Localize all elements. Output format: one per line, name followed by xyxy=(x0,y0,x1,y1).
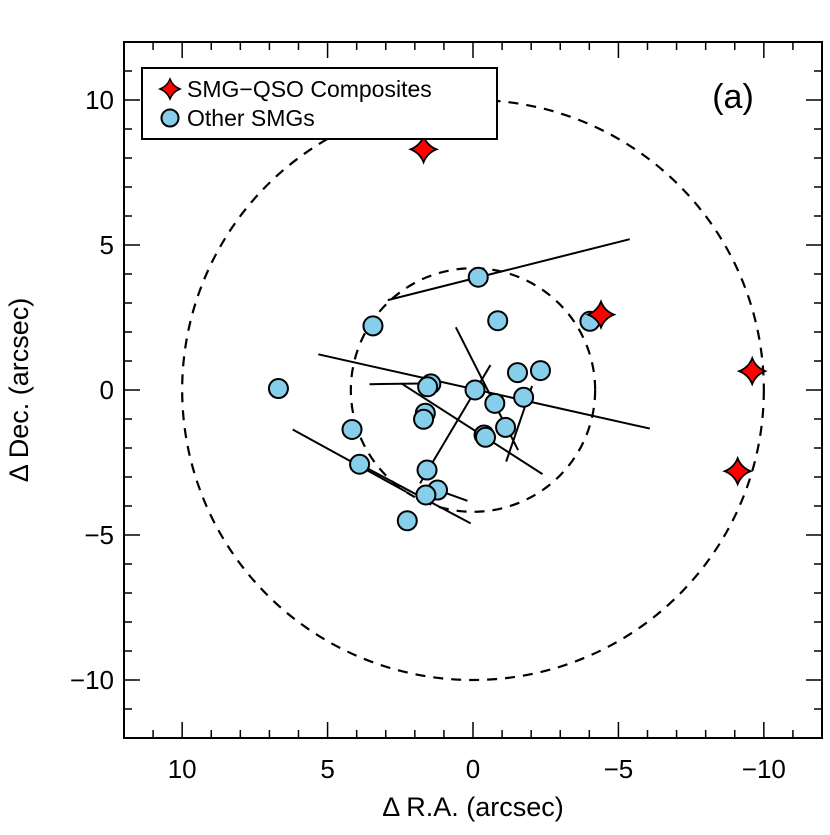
dashed-circle xyxy=(349,267,597,513)
y-axis-label: Δ Dec. (arcsec) xyxy=(4,298,34,483)
composite-point xyxy=(408,133,440,165)
legend-box xyxy=(141,67,498,140)
axes: 10 5 0 −5 −10 10 5 0 −5 −10 xyxy=(70,41,823,784)
smg-point xyxy=(513,386,535,408)
composite-point xyxy=(722,455,754,487)
smg-point xyxy=(464,379,486,401)
smg-point xyxy=(396,510,418,532)
legend-star-shape xyxy=(157,76,183,102)
smg-point xyxy=(529,360,551,382)
legend-label-other-smgs: Other SMGs xyxy=(187,105,315,131)
smg-point xyxy=(475,426,497,448)
y-tick-label: −10 xyxy=(70,665,114,695)
composite-point xyxy=(585,299,617,331)
line-segment xyxy=(359,463,472,525)
smg-point xyxy=(487,310,509,332)
x-tick-label: −5 xyxy=(604,754,634,784)
panel-label: (a) xyxy=(712,78,754,116)
smg-point xyxy=(267,378,289,400)
data-points xyxy=(267,133,768,532)
smg-point xyxy=(467,266,489,288)
smg-point xyxy=(415,484,437,506)
legend-label-composites: SMG−QSO Composites xyxy=(187,76,432,102)
y-tick-label: −5 xyxy=(84,520,114,550)
x-tick-label: 10 xyxy=(168,754,197,784)
smg-point xyxy=(416,459,438,481)
smg-point xyxy=(495,416,517,438)
composite-point xyxy=(736,355,768,387)
smg-point xyxy=(484,392,506,414)
smg-point xyxy=(362,315,384,337)
x-tick-label: −10 xyxy=(742,754,786,784)
smg-point xyxy=(341,418,363,440)
line-segment xyxy=(292,428,407,493)
smg-point xyxy=(413,408,435,430)
legend: SMG−QSO Composites Other SMGs xyxy=(141,67,498,140)
line-segment xyxy=(400,382,544,475)
y-tick-label: 5 xyxy=(100,230,114,260)
smg-point xyxy=(506,362,528,384)
line-segment xyxy=(387,238,631,302)
x-tick-label: 0 xyxy=(466,754,480,784)
smg-point xyxy=(417,376,439,398)
legend-circle-icon xyxy=(160,108,180,128)
legend-star-icon xyxy=(157,76,183,102)
x-tick-label: 5 xyxy=(320,754,334,784)
y-tick-label: 0 xyxy=(100,375,114,405)
y-tick-label: 10 xyxy=(85,85,114,115)
smg-point xyxy=(349,453,371,475)
x-axis-label: Δ R.A. (arcsec) xyxy=(382,792,564,822)
